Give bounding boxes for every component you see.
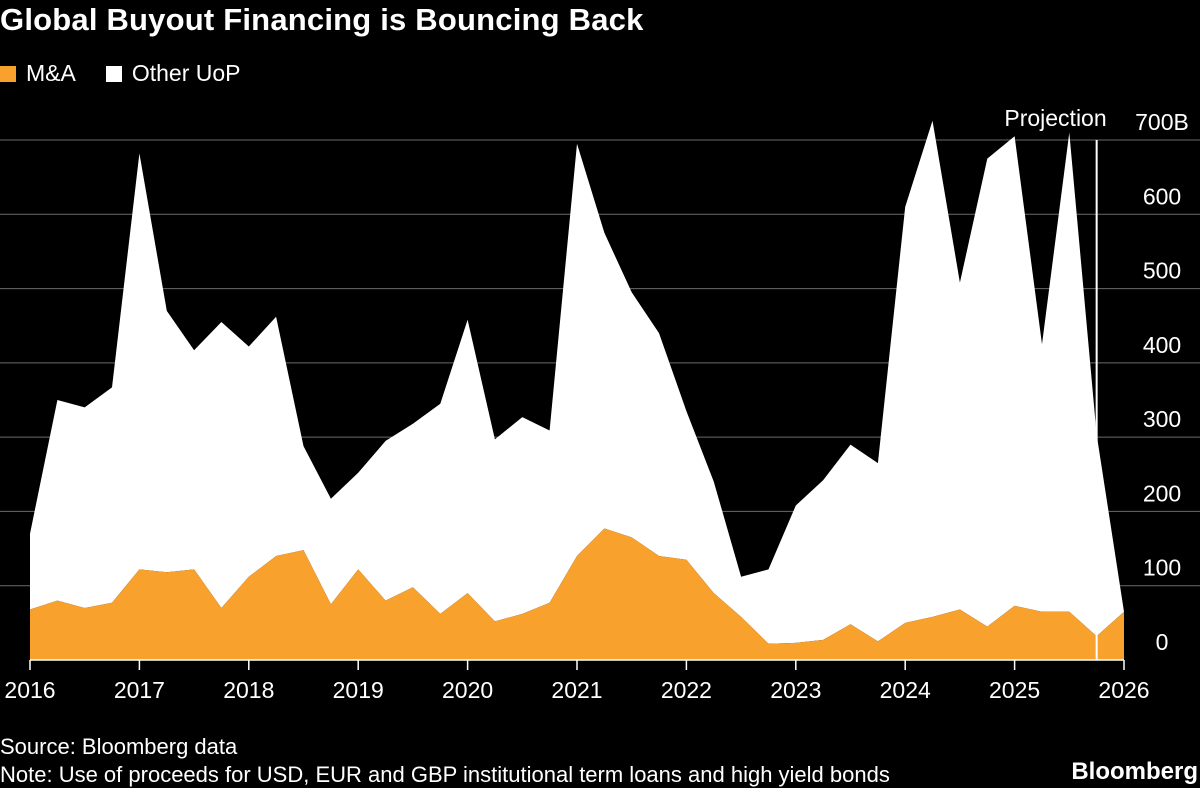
- legend-label-other-uop: Other UoP: [131, 60, 241, 86]
- x-tick-label-2023: 2023: [770, 677, 821, 703]
- x-tick-label-2026: 2026: [1098, 677, 1149, 703]
- legend-item-ma: M&A: [0, 60, 76, 87]
- legend-label-ma: M&A: [26, 60, 76, 86]
- y-tick-label-100: 100: [1143, 555, 1181, 581]
- x-tick-label-2021: 2021: [551, 677, 602, 703]
- area-ma: [30, 528, 1124, 660]
- y-tick-label-700: 700B: [1135, 109, 1189, 135]
- area-other-uop: [30, 120, 1124, 644]
- x-tick-label-2024: 2024: [880, 677, 931, 703]
- bloomberg-logo: Bloomberg: [1071, 758, 1198, 785]
- x-tick-label-2025: 2025: [989, 677, 1040, 703]
- chart-title: Global Buyout Financing is Bouncing Back: [0, 2, 644, 37]
- y-tick-label-600: 600: [1143, 183, 1181, 209]
- x-tick-label-2020: 2020: [442, 677, 493, 703]
- legend-swatch-other-uop: [105, 65, 122, 82]
- x-tick-label-2022: 2022: [661, 677, 712, 703]
- y-tick-label-400: 400: [1143, 332, 1181, 358]
- note-text: Note: Use of proceeds for USD, EUR and G…: [0, 762, 890, 787]
- source-text: Source: Bloomberg data: [0, 734, 238, 759]
- legend-item-other-uop: Other UoP: [105, 60, 241, 87]
- legend-swatch-ma: [0, 65, 16, 82]
- x-tick-label-2018: 2018: [223, 677, 274, 703]
- y-tick-label-200: 200: [1143, 480, 1181, 506]
- x-tick-label-2017: 2017: [114, 677, 165, 703]
- y-tick-label-500: 500: [1143, 258, 1181, 284]
- y-tick-label-300: 300: [1143, 406, 1181, 432]
- projection-label: Projection: [1004, 105, 1106, 131]
- y-tick-label-0: 0: [1156, 629, 1169, 655]
- legend: M&A Other UoP: [0, 60, 271, 87]
- x-tick-label-2019: 2019: [333, 677, 384, 703]
- x-tick-label-2016: 2016: [4, 677, 55, 703]
